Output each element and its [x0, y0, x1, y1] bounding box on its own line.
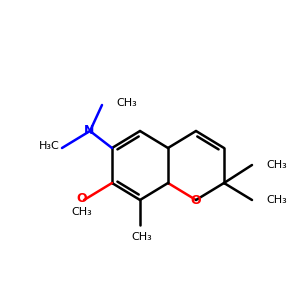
Text: O: O	[191, 194, 201, 208]
Text: N: N	[84, 124, 94, 137]
Text: CH₃: CH₃	[116, 98, 137, 108]
Text: CH₃: CH₃	[72, 207, 92, 217]
Text: CH₃: CH₃	[266, 160, 287, 170]
Text: CH₃: CH₃	[266, 195, 287, 205]
Text: O: O	[77, 191, 87, 205]
Text: CH₃: CH₃	[132, 232, 152, 242]
Text: H₃C: H₃C	[39, 141, 60, 151]
